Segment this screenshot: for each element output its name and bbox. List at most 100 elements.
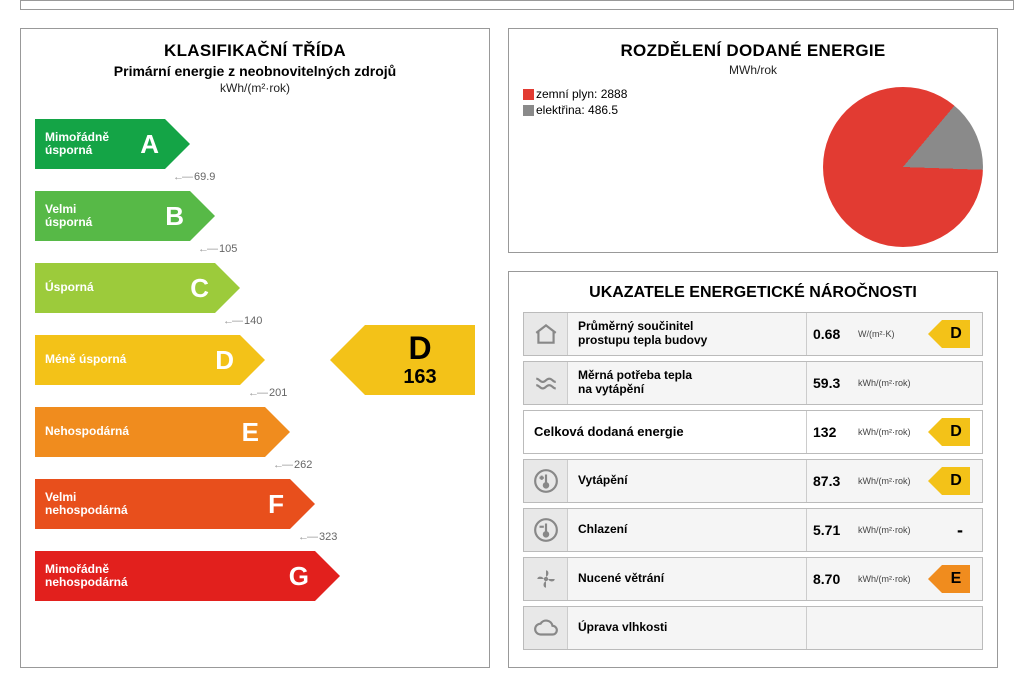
- indicator-row: Chlazení5.71kWh/(m²·rok)-: [523, 508, 983, 552]
- classification-title: KLASIFIKAČNÍ TŘÍDA: [35, 41, 475, 61]
- indicator-row: Úprava vlhkosti: [523, 606, 983, 650]
- energy-class-limit: 140: [223, 315, 262, 327]
- indicator-unit: W/(m²·K): [858, 313, 938, 355]
- indicator-row: Celková dodaná energie132kWh/(m²·rok)D: [523, 410, 983, 454]
- indicator-badge: D: [942, 418, 970, 446]
- energy-class-label: Mimořádněnehospodárná: [45, 563, 128, 589]
- energy-class-row-c: ÚspornáC140: [35, 263, 475, 313]
- cloud-icon: [524, 607, 568, 649]
- waves-icon: [524, 362, 568, 404]
- energy-class-row-b: VelmiúspornáB105: [35, 191, 475, 241]
- energy-class-bars: Mimořádněúsporná A 69.9 Velmiúsporná B 105 Úsp…: [35, 119, 475, 601]
- indicator-label: Úprava vlhkosti: [568, 607, 806, 649]
- energy-class-row-a: MimořádněúspornáA69.9: [35, 119, 475, 169]
- indicator-badge-cell: D: [938, 313, 982, 355]
- pie-legend-item: elektřina: 486.5: [523, 103, 823, 117]
- indicators-panel: UKAZATELE ENERGETICKÉ NÁROČNOSTI Průměrn…: [508, 271, 998, 668]
- indicator-row: Měrná potřeba teplana vytápění59.3kWh/(m…: [523, 361, 983, 405]
- indicator-value: 59.3: [806, 362, 858, 404]
- energy-class-bar: Mimořádněnehospodárná G: [35, 551, 315, 601]
- pie-legend-item: zemní plyn: 2888: [523, 87, 823, 101]
- rating-letter: D: [408, 332, 431, 364]
- indicator-value: 132: [806, 411, 858, 453]
- indicator-value: 0.68: [806, 313, 858, 355]
- indicators-title: UKAZATELE ENERGETICKÉ NÁROČNOSTI: [523, 284, 983, 302]
- thermo--icon: [524, 509, 568, 551]
- legend-swatch: [523, 105, 534, 116]
- indicator-unit: kWh/(m²·rok): [858, 362, 938, 404]
- energy-class-label: Mimořádněúsporná: [45, 131, 109, 157]
- energy-class-bar: Velmiúsporná B: [35, 191, 190, 241]
- energy-class-letter: A: [140, 129, 159, 160]
- indicator-value: 87.3: [806, 460, 858, 502]
- energy-class-limit: 201: [248, 387, 287, 399]
- legend-swatch: [523, 89, 534, 100]
- indicator-badge: D: [942, 467, 970, 495]
- energy-class-letter: G: [289, 561, 309, 592]
- energy-class-label: Úsporná: [45, 281, 94, 294]
- indicator-badge-cell: [938, 362, 982, 404]
- energy-class-label: Velminehospodárná: [45, 491, 128, 517]
- rating-indicator: D163: [365, 325, 475, 395]
- indicator-row: Nucené větrání8.70kWh/(m²·rok)E: [523, 557, 983, 601]
- thermo+-icon: [524, 460, 568, 502]
- energy-class-letter: D: [215, 345, 234, 376]
- energy-class-bar: Velminehospodárná F: [35, 479, 290, 529]
- indicator-label: Průměrný součinitelprostupu tepla budovy: [568, 313, 806, 355]
- indicator-badge-cell: -: [938, 509, 982, 551]
- energy-class-label: Velmiúsporná: [45, 203, 92, 229]
- energy-class-letter: F: [268, 489, 284, 520]
- classification-subtitle: Primární energie z neobnovitelných zdroj…: [35, 63, 475, 79]
- energy-class-bar: Mimořádněúsporná A: [35, 119, 165, 169]
- energy-class-limit: 262: [273, 459, 312, 471]
- energy-class-row-f: VelminehospodárnáF323: [35, 479, 475, 529]
- indicator-unit: kWh/(m²·rok): [858, 460, 938, 502]
- rating-value: 163: [403, 366, 436, 389]
- indicators-rows: Průměrný součinitelprostupu tepla budovy…: [523, 312, 983, 650]
- classification-panel: KLASIFIKAČNÍ TŘÍDA Primární energie z ne…: [20, 28, 490, 668]
- energy-class-bar: Méně úsporná D: [35, 335, 240, 385]
- indicator-label: Vytápění: [568, 460, 806, 502]
- energy-class-letter: C: [190, 273, 209, 304]
- indicator-unit: kWh/(m²·rok): [858, 509, 938, 551]
- energy-class-bar: Nehospodárná E: [35, 407, 265, 457]
- indicator-value: 8.70: [806, 558, 858, 600]
- energy-class-limit: 323: [298, 531, 337, 543]
- pie-legend: zemní plyn: 2888 elektřina: 486.5: [523, 87, 823, 247]
- indicator-badge: E: [942, 565, 970, 593]
- energy-class-label: Méně úsporná: [45, 353, 126, 366]
- legend-label: elektřina: 486.5: [536, 103, 618, 117]
- indicator-row: Vytápění87.3kWh/(m²·rok)D: [523, 459, 983, 503]
- indicator-unit: [858, 607, 938, 649]
- indicator-value: [806, 607, 858, 649]
- indicator-label: Nucené větrání: [568, 558, 806, 600]
- energy-class-row-e: NehospodárnáE262: [35, 407, 475, 457]
- indicator-badge: D: [942, 320, 970, 348]
- pie-title: ROZDĚLENÍ DODANÉ ENERGIE: [523, 41, 983, 61]
- pie-chart: [823, 87, 983, 247]
- fan-icon: [524, 558, 568, 600]
- indicator-unit: kWh/(m²·rok): [858, 558, 938, 600]
- energy-class-bar: Úsporná C: [35, 263, 215, 313]
- energy-class-letter: E: [242, 417, 259, 448]
- indicator-badge-dash: -: [938, 520, 982, 541]
- pie-unit: MWh/rok: [523, 63, 983, 77]
- indicator-row: Průměrný součinitelprostupu tepla budovy…: [523, 312, 983, 356]
- top-bar-stub: [20, 0, 1014, 10]
- classification-unit: kWh/(m²·rok): [35, 81, 475, 95]
- legend-label: zemní plyn: 2888: [536, 87, 627, 101]
- energy-class-row-d: Méně úspornáD201D163: [35, 335, 475, 385]
- energy-distribution-panel: ROZDĚLENÍ DODANÉ ENERGIE MWh/rok zemní p…: [508, 28, 998, 253]
- energy-class-label: Nehospodárná: [45, 425, 129, 438]
- indicator-value: 5.71: [806, 509, 858, 551]
- indicator-label: Chlazení: [568, 509, 806, 551]
- indicator-badge-cell: D: [938, 411, 982, 453]
- energy-class-limit: 105: [198, 243, 237, 255]
- indicator-label: Měrná potřeba teplana vytápění: [568, 362, 806, 404]
- indicator-badge-cell: E: [938, 558, 982, 600]
- indicator-badge-cell: [938, 607, 982, 649]
- energy-class-limit: 69.9: [173, 171, 215, 183]
- indicator-unit: kWh/(m²·rok): [858, 411, 938, 453]
- energy-class-letter: B: [165, 201, 184, 232]
- house-icon: [524, 313, 568, 355]
